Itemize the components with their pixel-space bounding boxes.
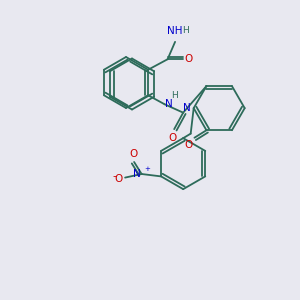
Text: H: H — [182, 26, 188, 35]
Text: O: O — [185, 54, 193, 64]
Text: H: H — [171, 91, 178, 100]
Text: O: O — [115, 174, 123, 184]
Text: N: N — [166, 99, 173, 109]
Text: N: N — [183, 103, 191, 113]
Text: O: O — [129, 149, 137, 159]
Text: NH: NH — [167, 26, 183, 36]
Text: +: + — [144, 166, 150, 172]
Text: O: O — [185, 140, 193, 150]
Text: O: O — [169, 133, 177, 143]
Text: -: - — [112, 171, 116, 182]
Text: N: N — [133, 169, 141, 179]
